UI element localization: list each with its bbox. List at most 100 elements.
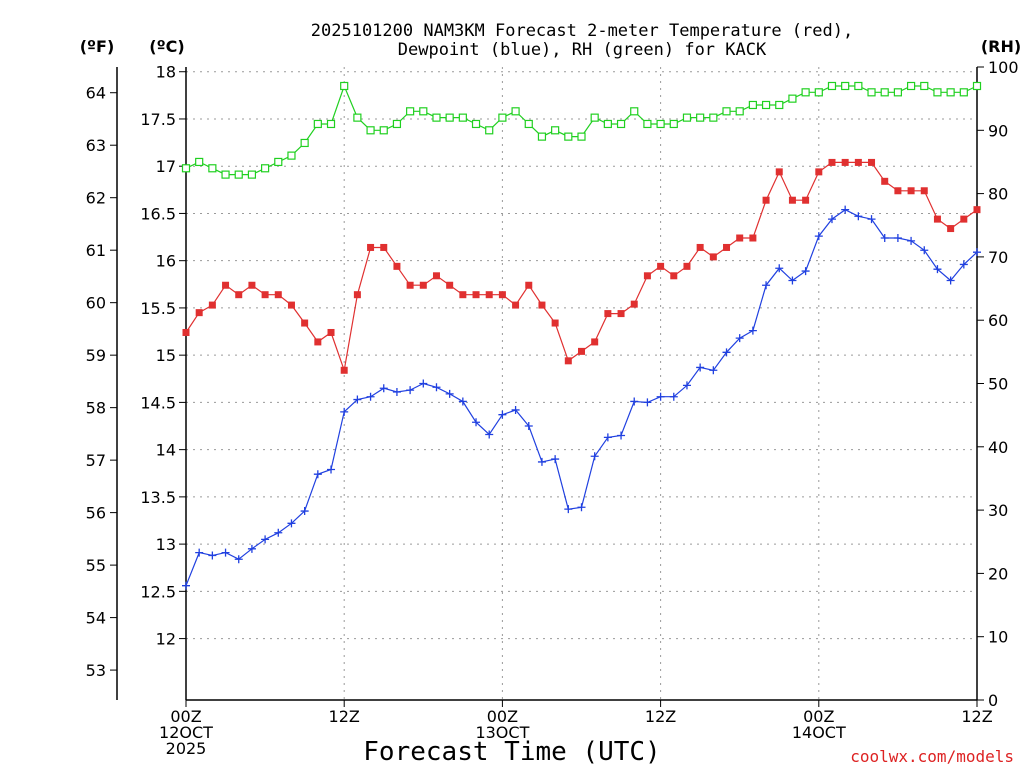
- dewpoint-point: [920, 246, 929, 255]
- dewpoint-point: [274, 528, 283, 537]
- rh-point: [195, 157, 204, 167]
- rh-point: [827, 81, 837, 91]
- temperature-point: [393, 262, 401, 270]
- rh-point: [471, 119, 481, 129]
- celsius-tick-label: 15.5: [140, 299, 176, 318]
- dewpoint-point: [379, 384, 388, 393]
- x-tick-label: 00Z: [803, 707, 834, 726]
- dewpoint-point: [788, 276, 797, 285]
- x-tick-label: 13OCT: [475, 723, 529, 742]
- dewpoint-point: [722, 348, 731, 357]
- dewpoint-point: [682, 381, 691, 390]
- x-tick-label: 2025: [166, 739, 207, 758]
- rh-point: [353, 113, 362, 122]
- dewpoint-point: [458, 397, 467, 406]
- temperature-point: [287, 301, 295, 309]
- dewpoint-point: [854, 212, 863, 221]
- temperature-point: [881, 177, 889, 185]
- rh-point: [788, 94, 797, 103]
- dewpoint-point: [801, 267, 810, 276]
- rh-tick-label: 30: [988, 501, 1008, 520]
- temperature-point: [749, 234, 757, 242]
- dewpoint-point: [287, 519, 296, 528]
- fahrenheit-tick-label: 53: [86, 661, 106, 680]
- dewpoint-point: [261, 535, 270, 544]
- dewpoint-point: [551, 455, 560, 464]
- temperature-point: [314, 338, 322, 346]
- temperature-point: [868, 158, 876, 166]
- rh-point: [551, 126, 560, 135]
- dewpoint-point: [564, 505, 573, 514]
- dewpoint-point: [419, 379, 428, 388]
- fahrenheit-tick-label: 55: [86, 556, 106, 575]
- dewpoint-point: [880, 234, 889, 243]
- rh-point: [920, 81, 929, 91]
- rh-tick-label: 20: [988, 564, 1008, 583]
- rh-tick-label: 0: [988, 691, 998, 710]
- dewpoint-point: [735, 334, 744, 343]
- temperature-point: [261, 291, 269, 299]
- dewpoint-point: [498, 410, 507, 419]
- fahrenheit-tick-label: 59: [86, 346, 106, 365]
- rh-tick-label: 40: [988, 438, 1008, 457]
- temperature-point: [578, 347, 585, 355]
- dewpoint-point: [577, 503, 586, 512]
- rh-point: [854, 81, 863, 91]
- rh-point: [577, 132, 586, 141]
- dewpoint-point: [511, 405, 520, 414]
- temperature-point: [485, 291, 493, 299]
- temperature-point: [657, 262, 665, 270]
- rh-point: [906, 81, 916, 91]
- dewpoint-point: [946, 276, 955, 285]
- dewpoint-point: [603, 433, 612, 442]
- rh-tick-label: 10: [988, 628, 1008, 647]
- rh-point: [972, 81, 982, 91]
- temperature-point: [512, 301, 520, 309]
- rh-point: [274, 157, 283, 167]
- celsius-tick-label: 15: [156, 346, 176, 365]
- x-tick-label: 12OCT: [159, 723, 213, 742]
- rh-point: [669, 119, 678, 129]
- rh-tick-label: 50: [988, 375, 1008, 394]
- dewpoint-point: [590, 452, 599, 461]
- celsius-tick-label: 14.5: [140, 393, 176, 412]
- temperature-point: [683, 262, 691, 270]
- rh-point: [564, 132, 573, 141]
- rh-point: [616, 119, 626, 129]
- temperature-point: [498, 291, 506, 299]
- dewpoint-point: [406, 386, 415, 395]
- rh-point: [814, 88, 823, 97]
- temperature-point: [643, 272, 651, 280]
- temperature-point: [419, 281, 427, 289]
- series-0-group: [182, 158, 981, 374]
- fahrenheit-axis-unit: (ºF): [80, 37, 115, 56]
- rh-point: [511, 107, 520, 116]
- rh-point: [722, 107, 731, 116]
- dewpoint-point: [748, 326, 757, 335]
- celsius-tick-label: 16: [156, 252, 176, 271]
- temperature-point: [591, 338, 599, 346]
- dewpoint-point: [893, 234, 902, 243]
- temperature-point: [525, 281, 533, 289]
- dewpoint-point: [234, 555, 243, 564]
- x-tick-label: 12Z: [961, 707, 992, 726]
- rh-point: [801, 88, 810, 97]
- celsius-tick-label: 13.5: [140, 488, 176, 507]
- temperature-point: [788, 196, 796, 204]
- rh-point: [656, 119, 665, 129]
- temperature-point: [973, 206, 981, 214]
- dewpoint-point: [867, 215, 876, 224]
- temperature-point: [380, 243, 388, 251]
- dewpoint-point: [445, 389, 454, 398]
- credit-text: coolwx.com/models: [850, 747, 1014, 766]
- x-tick-label: 00Z: [487, 707, 518, 726]
- dewpoint-point: [182, 581, 190, 590]
- temperature-point: [933, 215, 941, 223]
- series-1-group: [182, 205, 981, 590]
- rh-point: [775, 100, 784, 110]
- temperature-point: [854, 158, 862, 166]
- dewpoint-point: [366, 392, 375, 401]
- temperature-point: [775, 168, 783, 176]
- fahrenheit-tick-label: 63: [86, 136, 106, 155]
